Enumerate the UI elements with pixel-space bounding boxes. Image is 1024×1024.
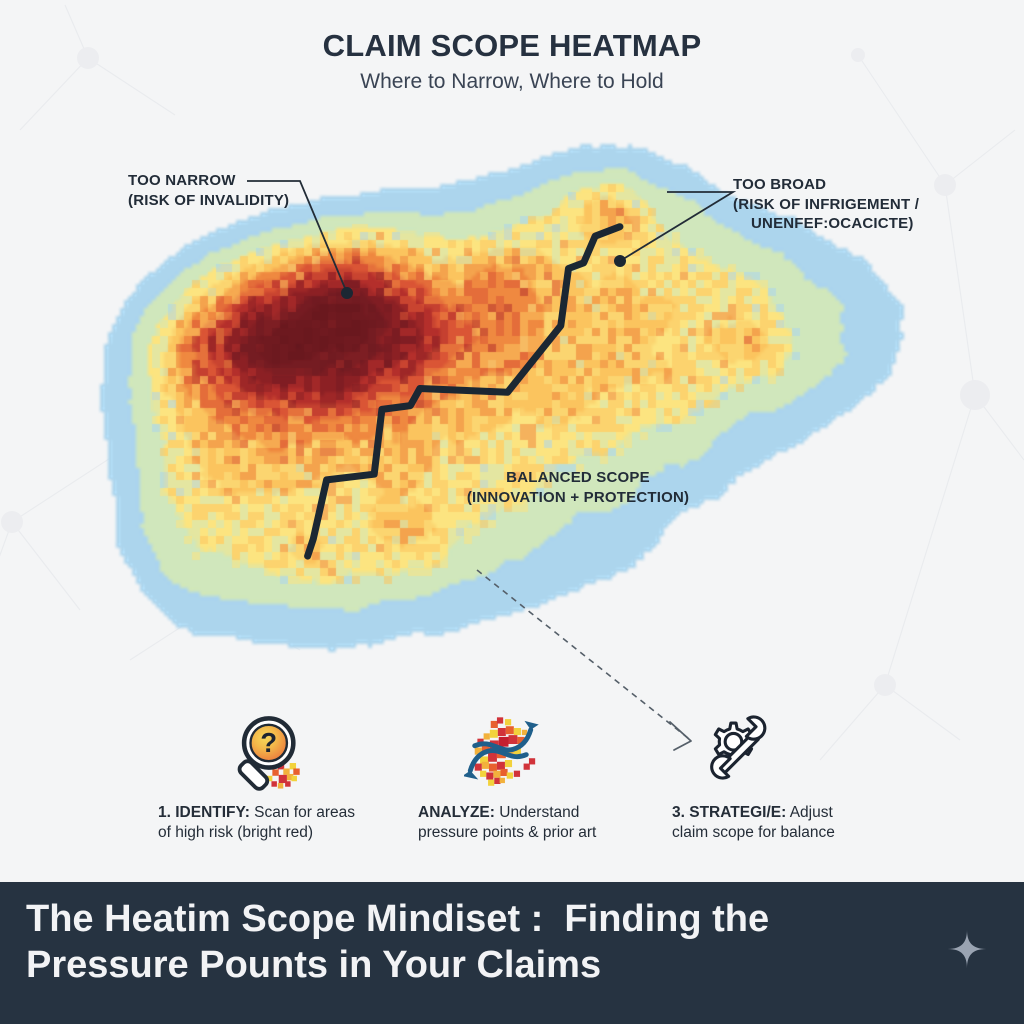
svg-text:?: ? — [260, 727, 277, 758]
